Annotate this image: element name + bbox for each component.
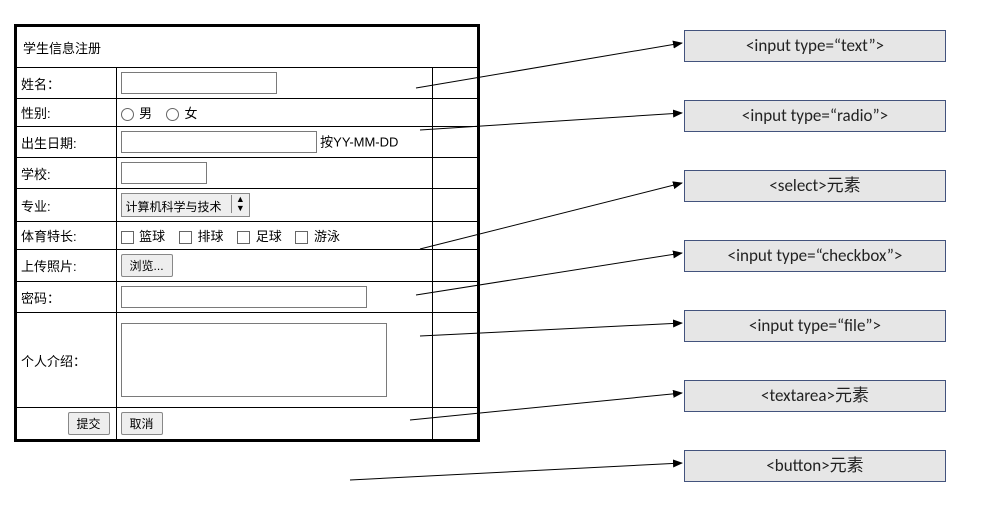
row-password: 密码： [17,282,478,313]
school-input[interactable] [121,162,207,184]
form-table: 学生信息注册 姓名： 性别: 男 女 出生日期: 按YY-MM-DD [16,26,478,440]
annotation-suffix-6: 元素 [830,456,864,475]
password-input[interactable] [121,286,367,308]
sports-option-2: 足球 [256,229,282,244]
gender-radio-female[interactable] [166,108,179,121]
row-buttons: 提交 取消 [17,408,478,440]
dob-input[interactable] [121,131,317,153]
gender-option-female: 女 [184,106,197,121]
row-photo: 上传照片: 浏览... [17,250,478,282]
student-registration-form: 学生信息注册 姓名： 性别: 男 女 出生日期: 按YY-MM-DD [14,24,480,442]
sports-option-3: 游泳 [314,229,340,244]
annotation-suffix-2: 元素 [827,176,861,195]
gender-radio-male[interactable] [121,108,134,121]
sports-option-1: 排球 [197,229,223,244]
sports-checkbox-3[interactable] [295,231,308,244]
row-name: 姓名： [17,68,478,99]
label-school: 学校: [17,158,117,189]
label-photo: 上传照片: [17,250,117,282]
row-major: 专业: 计算机科学与技术 ▲▼ [17,189,478,222]
label-sports: 体育特长: [17,222,117,250]
label-major: 专业: [17,189,117,222]
annotation-4: <input type=“file”> [684,310,946,342]
row-sports: 体育特长: 篮球 排球 足球 游泳 [17,222,478,250]
select-arrows-icon: ▲▼ [231,195,245,213]
annotation-1: <input type=“radio”> [684,100,946,132]
name-input[interactable] [121,72,277,94]
sports-checkbox-0[interactable] [121,231,134,244]
arrow-6 [350,463,682,480]
annotation-2: <select>元素 [684,170,946,202]
sports-checkbox-1[interactable] [179,231,192,244]
sports-option-0: 篮球 [139,229,165,244]
dob-hint: 按YY-MM-DD [320,135,398,150]
browse-button[interactable]: 浏览... [121,254,173,277]
major-selected: 计算机科学与技术 [126,200,222,214]
sports-options: 篮球 排球 足球 游泳 [116,222,433,250]
annotation-0: <input type=“text”> [684,30,946,62]
bio-textarea[interactable] [121,323,387,397]
row-school: 学校: [17,158,478,189]
sports-checkbox-2[interactable] [237,231,250,244]
submit-button[interactable]: 提交 [68,412,110,435]
gender-option-male: 男 [139,106,152,121]
form-title: 学生信息注册 [17,27,478,68]
cancel-button[interactable]: 取消 [121,412,163,435]
label-password: 密码： [17,282,117,313]
annotation-suffix-5: 元素 [835,386,869,405]
major-select[interactable]: 计算机科学与技术 ▲▼ [121,193,250,217]
row-gender: 性别: 男 女 [17,99,478,127]
form-title-row: 学生信息注册 [17,27,478,68]
annotation-3: <input type=“checkbox”> [684,240,946,272]
label-dob: 出生日期: [17,127,117,158]
label-bio: 个人介绍： [17,313,117,408]
label-name: 姓名： [17,68,117,99]
row-dob: 出生日期: 按YY-MM-DD [17,127,478,158]
spacer [433,68,478,99]
label-gender: 性别: [17,99,117,127]
annotation-6: <button>元素 [684,450,946,482]
gender-options: 男 女 [116,99,433,127]
row-bio: 个人介绍： [17,313,478,408]
annotation-5: <textarea>元素 [684,380,946,412]
